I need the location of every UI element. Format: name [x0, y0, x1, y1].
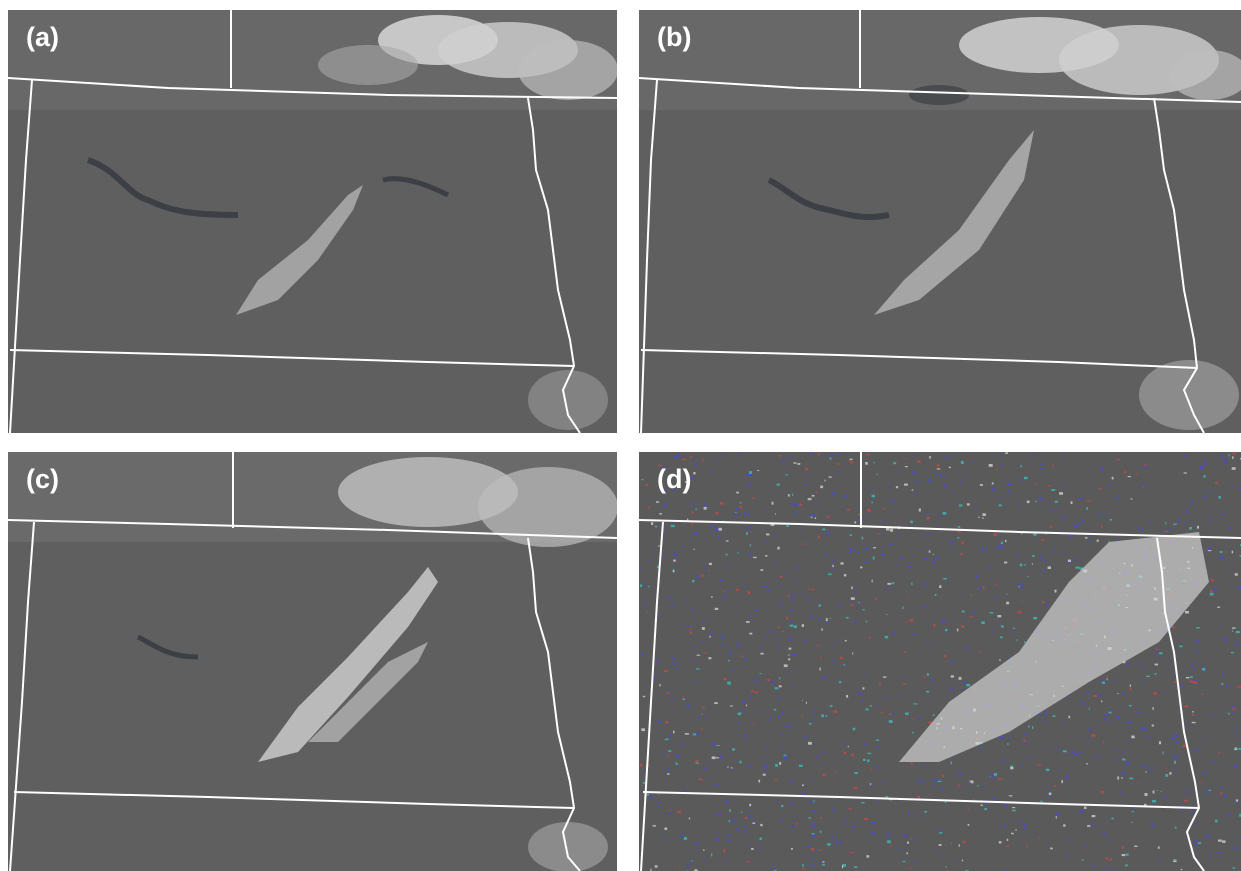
panel-label: (a)	[26, 22, 59, 52]
panel-label: (c)	[26, 464, 59, 494]
satellite-panel-c: (c)	[8, 452, 617, 871]
satellite-panel-b: (b)	[639, 10, 1241, 433]
satellite-image-a	[8, 10, 617, 433]
satellite-panel-d: (d)	[639, 452, 1241, 871]
satellite-image-c	[8, 452, 617, 871]
panel-label: (d)	[657, 464, 692, 494]
satellite-image-d	[639, 452, 1241, 871]
panel-label: (b)	[657, 22, 692, 52]
satellite-image-b	[639, 10, 1241, 433]
satellite-panel-a: (a)	[8, 10, 617, 433]
